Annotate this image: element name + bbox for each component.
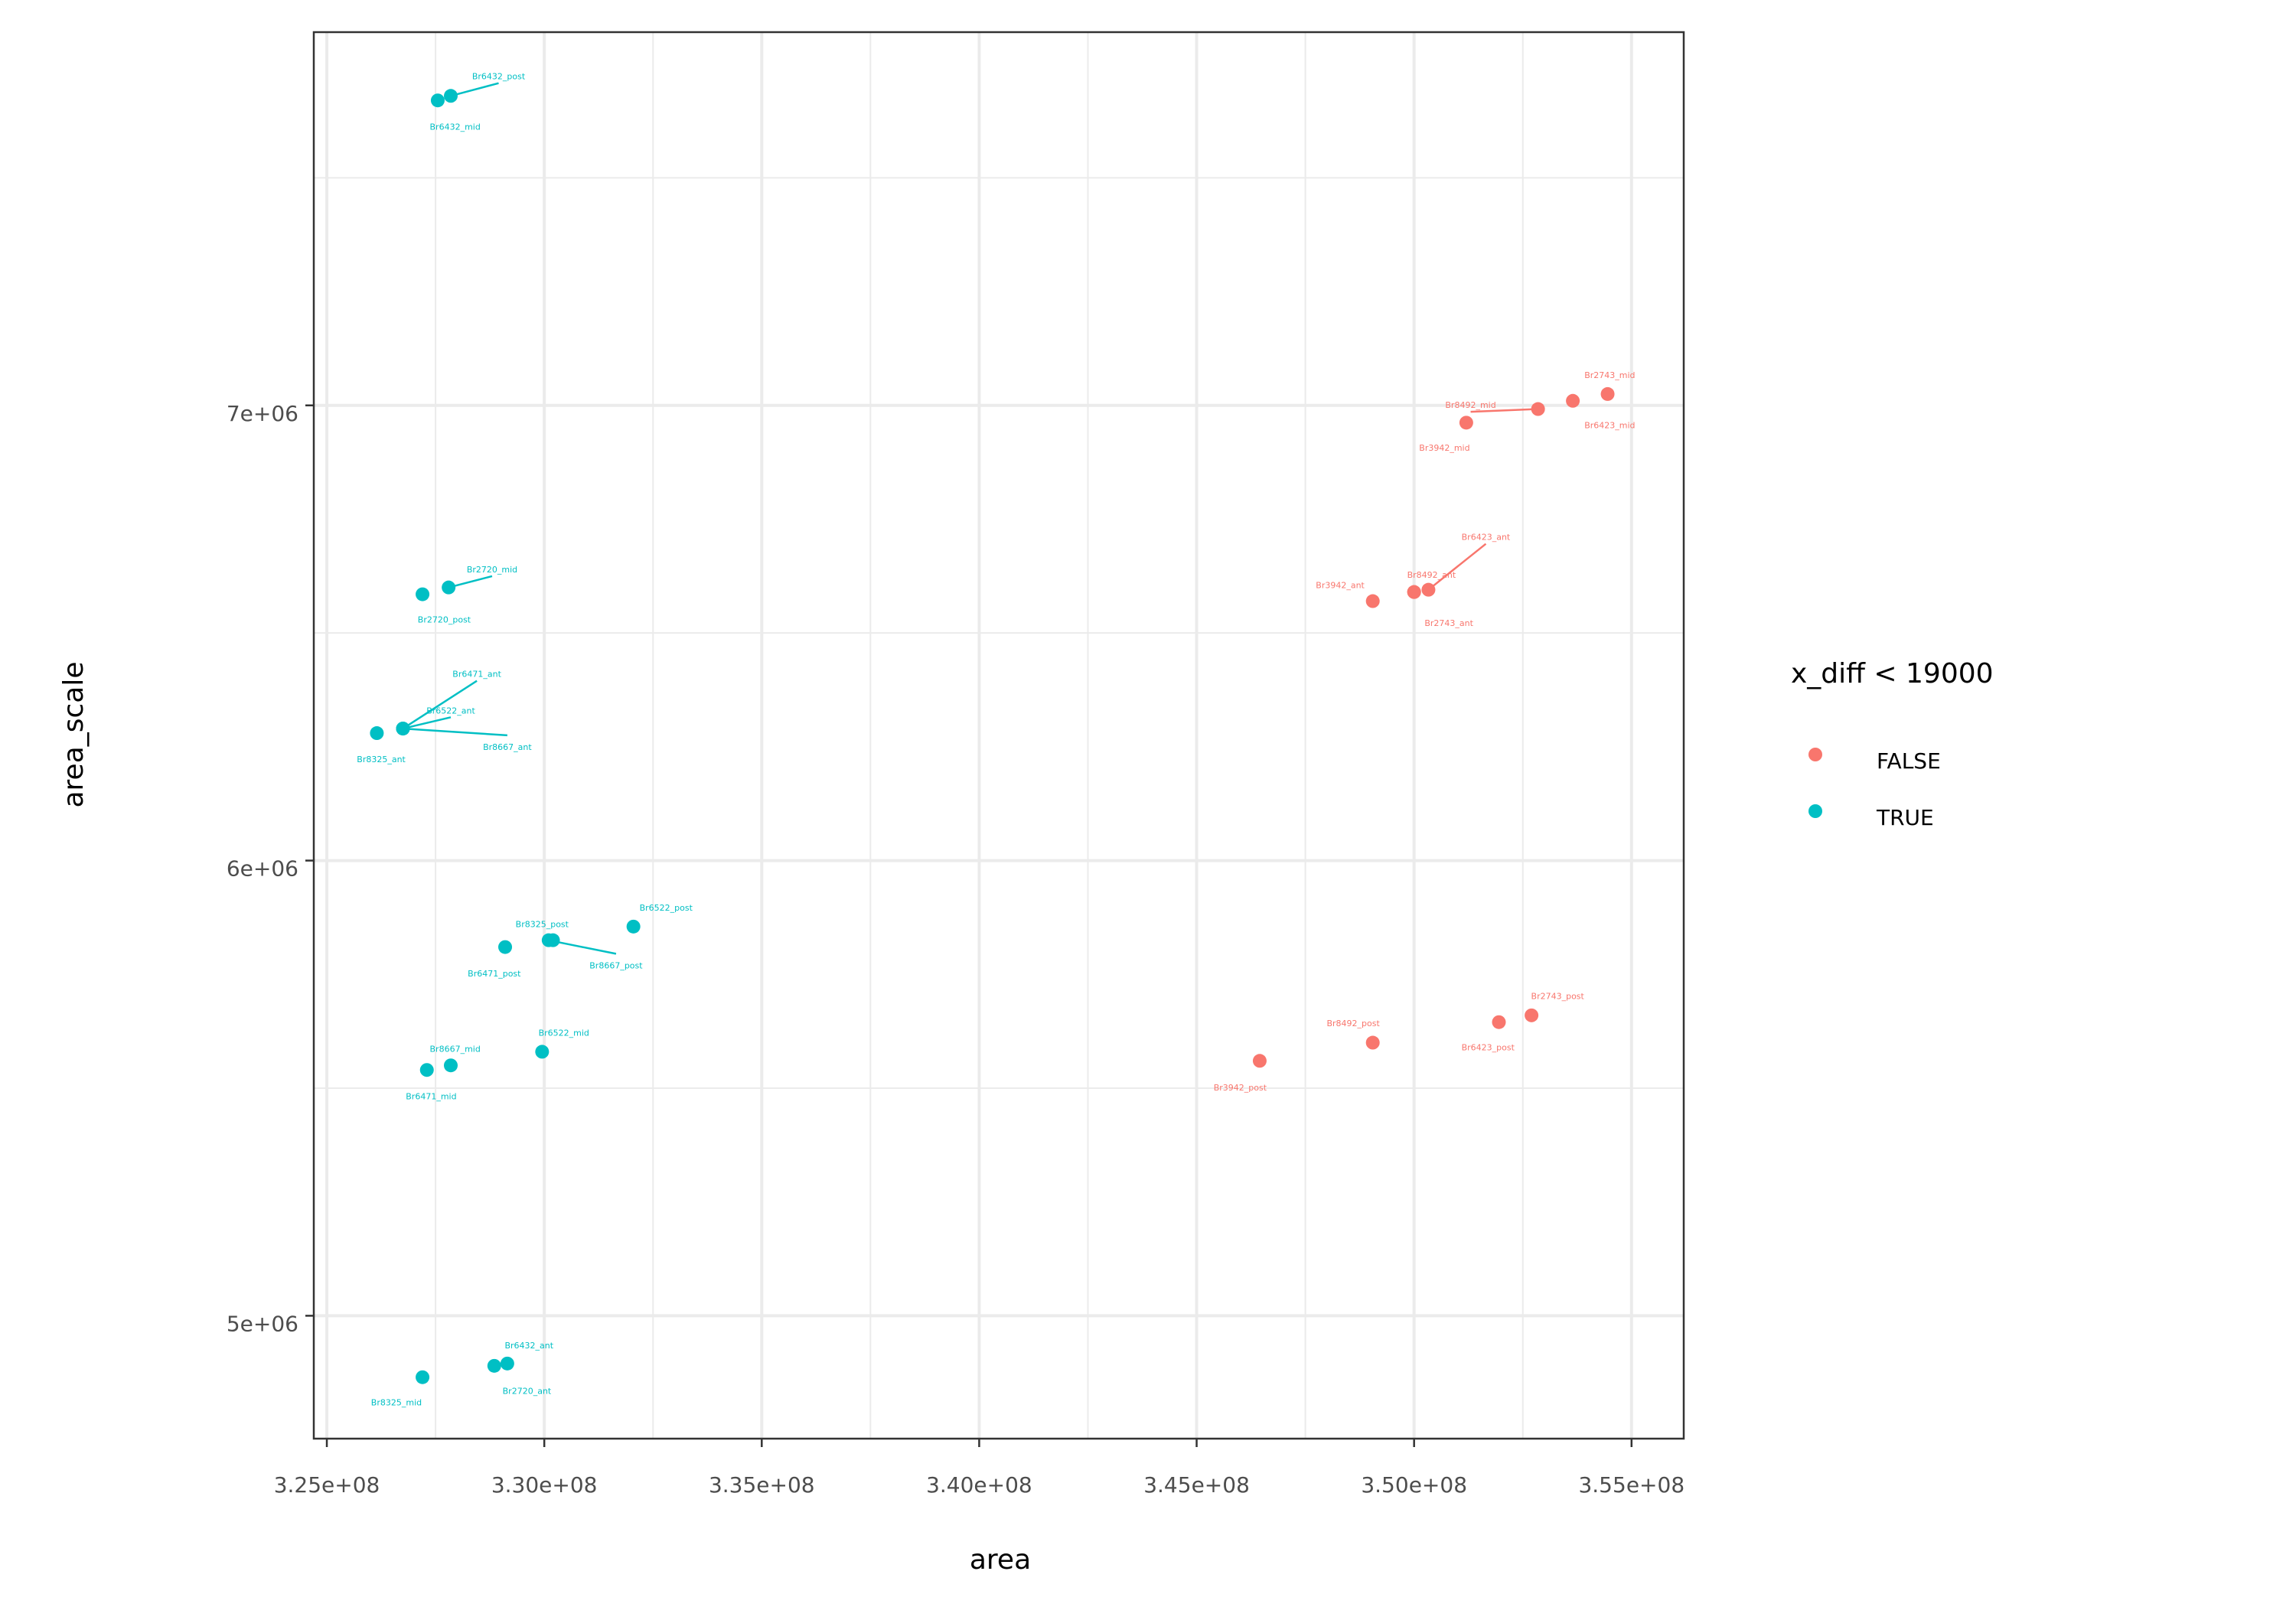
- data-point: [535, 1045, 550, 1059]
- point-labels: Br2743_mid Br6423_mid Br8492_mid Br3942_mid…: [357, 72, 1635, 1408]
- point-label: Br6471_mid: [406, 1092, 456, 1102]
- data-point: [487, 1358, 501, 1373]
- data-point: [416, 1370, 430, 1384]
- data-point: [541, 933, 556, 947]
- point-label: Br8667_mid: [430, 1044, 481, 1054]
- x-axis: 3.25e+08 3.30e+08 3.35e+08 3.40e+08 3.45e+08…: [274, 1439, 1684, 1498]
- data-point: [416, 587, 430, 601]
- x-tick-label: 3.35e+08: [709, 1472, 815, 1498]
- data-point: [1252, 1054, 1267, 1068]
- point-label: Br8667_post: [589, 960, 643, 970]
- x-tick-label: 3.25e+08: [274, 1472, 380, 1498]
- point-label: Br8325_mid: [371, 1397, 422, 1407]
- legend-label-false: FALSE: [1877, 748, 1941, 774]
- point-label: Br6432_mid: [430, 122, 481, 132]
- label-connectors: [402, 82, 1538, 955]
- x-tick-label: 3.40e+08: [926, 1472, 1032, 1498]
- point-label: Br6471_ant: [452, 670, 501, 680]
- point-label: Br2720_mid: [467, 565, 517, 575]
- point-label: Br6522_mid: [539, 1028, 589, 1038]
- point-label: Br8492_post: [1326, 1019, 1380, 1028]
- label-connector: [402, 680, 478, 730]
- data-point: [1407, 585, 1421, 599]
- data-point: [1566, 393, 1580, 408]
- data-point: [626, 919, 641, 934]
- data-point: [444, 1058, 458, 1073]
- x-tick-label: 3.45e+08: [1143, 1472, 1250, 1498]
- data-point: [444, 89, 458, 103]
- legend-item-false: FALSE: [1808, 748, 1941, 774]
- y-axis: 5e+06 6e+06 7e+06: [227, 401, 314, 1336]
- data-point: [1365, 594, 1380, 608]
- y-tick-label: 6e+06: [227, 856, 298, 882]
- point-label: Br6432_ant: [504, 1341, 553, 1351]
- point-label: Br6522_ant: [426, 706, 475, 715]
- label-connector: [548, 939, 617, 955]
- data-point: [1600, 386, 1615, 401]
- minor-gridlines: [314, 32, 1684, 1439]
- point-label: Br8667_ant: [483, 742, 532, 752]
- point-label: Br8325_post: [516, 919, 569, 929]
- x-tick-label: 3.55e+08: [1578, 1472, 1684, 1498]
- legend-key-false: [1808, 748, 1822, 761]
- point-label: Br8492_mid: [1445, 400, 1495, 410]
- point-label: Br3942_mid: [1419, 443, 1469, 453]
- legend-label-true: TRUE: [1876, 805, 1934, 830]
- major-gridlines: [314, 32, 1684, 1439]
- data-point: [1421, 582, 1436, 597]
- panel-border: [312, 31, 1685, 1440]
- data-point: [419, 1063, 434, 1077]
- point-label: Br2743_ant: [1424, 618, 1473, 628]
- data-point: [396, 722, 410, 736]
- data-point: [1525, 1008, 1539, 1022]
- data-point: [498, 940, 513, 954]
- point-label: Br8492_ant: [1407, 570, 1456, 580]
- data-point: [442, 580, 456, 595]
- data-point: [370, 726, 384, 741]
- data-point: [1531, 402, 1545, 416]
- data-point: [430, 93, 445, 108]
- point-label: Br2743_mid: [1584, 370, 1635, 380]
- point-label: Br8325_ant: [357, 755, 406, 764]
- label-connector: [403, 716, 452, 730]
- label-connector: [450, 82, 499, 97]
- data-point: [1365, 1035, 1380, 1050]
- point-label: Br6423_mid: [1584, 420, 1635, 430]
- x-tick-label: 3.50e+08: [1361, 1472, 1467, 1498]
- legend-item-true: TRUE: [1808, 804, 1934, 830]
- point-label: Br6423_post: [1462, 1042, 1515, 1052]
- point-label: Br6522_post: [640, 903, 693, 913]
- label-connector: [448, 575, 493, 588]
- point-label: Br6432_post: [472, 72, 526, 82]
- legend-title: x_diff < 19000: [1791, 658, 1994, 689]
- x-axis-title: area: [970, 1544, 1031, 1576]
- label-connector: [1427, 543, 1487, 591]
- label-connector: [1470, 408, 1538, 413]
- data-point: [1492, 1015, 1506, 1029]
- point-label: Br2743_post: [1531, 991, 1585, 1001]
- data-points: [370, 89, 1615, 1384]
- legend-key-true: [1808, 804, 1822, 818]
- legend: x_diff < 19000 FALSE TRUE: [1791, 658, 1994, 830]
- point-label: Br3942_ant: [1316, 581, 1365, 591]
- y-tick-label: 7e+06: [227, 401, 298, 426]
- point-label: Br2720_ant: [503, 1387, 552, 1397]
- point-label: Br2720_post: [418, 614, 471, 624]
- label-connector: [403, 727, 507, 737]
- data-point: [1459, 416, 1473, 430]
- point-label: Br3942_post: [1214, 1083, 1267, 1093]
- point-label: Br6471_post: [468, 969, 521, 979]
- x-tick-label: 3.30e+08: [491, 1472, 598, 1498]
- point-label: Br6423_ant: [1462, 533, 1511, 543]
- y-axis-title: area_scale: [58, 661, 90, 807]
- data-point: [500, 1356, 514, 1371]
- y-tick-label: 5e+06: [227, 1311, 298, 1336]
